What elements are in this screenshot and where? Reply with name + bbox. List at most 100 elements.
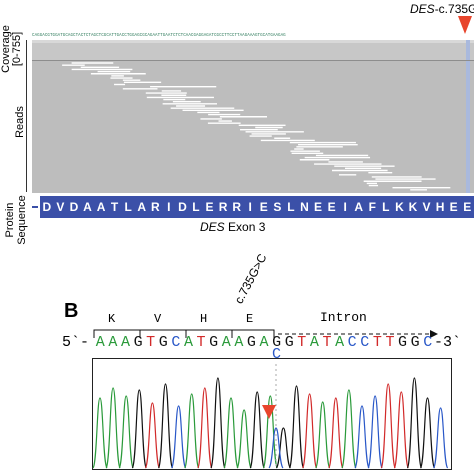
- amino-acid: D: [42, 200, 52, 214]
- amino-acid: T: [110, 200, 119, 214]
- dna-base: A: [259, 334, 269, 351]
- intron-label: Intron: [320, 310, 367, 325]
- exon-gene: DES: [200, 220, 225, 234]
- dna-base: G: [133, 334, 143, 351]
- amino-acid: A: [83, 200, 92, 214]
- dna-base: C: [347, 334, 357, 351]
- exon-label: DES Exon 3: [200, 220, 265, 234]
- protein-label: Protein: [4, 202, 16, 238]
- amino-acid: R: [150, 200, 160, 214]
- amino-acid: E: [449, 200, 458, 214]
- dna-base: G: [209, 334, 219, 351]
- trace-peak: [131, 389, 147, 469]
- dna-base: A: [221, 334, 231, 351]
- chromatogram: [92, 358, 452, 470]
- amino-acid: R: [232, 200, 241, 214]
- mutation-suffix: -c.735G: [434, 2, 474, 16]
- amino-acid: R: [218, 200, 228, 214]
- dna-base: T: [322, 334, 332, 351]
- trace-peak: [328, 397, 344, 469]
- trace-peak: [184, 393, 200, 469]
- amino-acid: A: [354, 200, 364, 214]
- trace-peak: [302, 393, 318, 469]
- amino-acid: D: [69, 200, 79, 214]
- variant-column: [466, 40, 470, 193]
- dna-base: A: [120, 334, 130, 351]
- coverage-track: [32, 40, 474, 60]
- amino-acid: D: [178, 200, 187, 214]
- amino-acid: F: [368, 200, 376, 214]
- dna-base: G: [158, 334, 168, 351]
- codon-e: E: [246, 312, 254, 326]
- dna-base: A: [183, 334, 193, 351]
- exon-text: Exon 3: [224, 220, 266, 234]
- codon-h: H: [200, 312, 208, 326]
- amino-acid: K: [395, 200, 404, 214]
- mutation-peak-arrow-icon: [262, 405, 276, 419]
- coverage-range: [0-755]: [11, 31, 23, 67]
- amino-acid: V: [422, 200, 431, 214]
- mutation-gene: DES: [410, 2, 435, 16]
- dna-base: A: [309, 334, 319, 351]
- sequence-label: Sequence: [16, 195, 28, 245]
- amino-acid: A: [137, 200, 147, 214]
- panel-b-label: B: [64, 300, 79, 322]
- dna-base: A: [95, 334, 105, 351]
- amino-acid: L: [124, 200, 132, 214]
- trace-peak: [275, 427, 291, 469]
- amino-acid: L: [287, 200, 295, 214]
- trace-peak: [341, 389, 357, 469]
- amino-acid: H: [435, 200, 445, 214]
- reads-axis-label: Reads: [14, 106, 26, 138]
- dna-base: G: [410, 334, 420, 351]
- trace-peak: [393, 391, 409, 469]
- codon-v: V: [154, 312, 162, 326]
- trace-peak: [262, 395, 278, 469]
- trace-peak: [288, 385, 305, 469]
- trace-peak: [92, 397, 108, 469]
- trace-peak: [223, 397, 239, 469]
- dna-base: A: [108, 334, 118, 351]
- codon-brackets: [93, 329, 438, 338]
- dna-base: G: [284, 334, 294, 351]
- trace-peak: [118, 395, 134, 469]
- amino-acid: I: [248, 200, 252, 214]
- amino-acid: L: [192, 200, 200, 214]
- trace-peak: [236, 409, 252, 469]
- dna-base: C: [423, 334, 433, 351]
- three-prime-label: -3`: [434, 334, 462, 351]
- dna-base: G: [398, 334, 408, 351]
- trace-peak: [144, 402, 160, 469]
- amino-acid: E: [259, 200, 268, 214]
- amino-acid: E: [205, 200, 214, 214]
- mutation-arrow-icon: [458, 16, 472, 34]
- dna-base: T: [297, 334, 307, 351]
- dna-base: T: [146, 334, 156, 351]
- trace-peak: [354, 405, 370, 469]
- trace-peak: [157, 383, 174, 469]
- amino-acid: E: [463, 200, 472, 214]
- trace-peak: [433, 407, 449, 469]
- trace-peak: [197, 387, 213, 469]
- amino-acid: V: [56, 200, 65, 214]
- dna-base: C: [171, 334, 181, 351]
- het-trace-peak: [268, 427, 284, 469]
- dna-base: G: [246, 334, 256, 351]
- mutation-label: DES-c.735G: [410, 2, 474, 16]
- amino-acid: N: [300, 200, 309, 214]
- trace-peak: [249, 391, 265, 469]
- dna-base: T: [385, 334, 395, 351]
- amino-acid: L: [382, 200, 390, 214]
- reads-area: [32, 61, 474, 193]
- five-prime-label: 5`-: [62, 334, 90, 351]
- trace-peak: [210, 377, 226, 469]
- reference-sequence: CAGGACGTGGATGCAGCTACTCTAGCTCGCATTGACCTGG…: [32, 34, 286, 38]
- trace-peak: [406, 377, 422, 469]
- amino-acid: I: [167, 200, 171, 214]
- intron-arrow-icon: [430, 330, 438, 338]
- amino-acid: A: [96, 200, 106, 214]
- het-base: C: [272, 346, 282, 363]
- trace-peak: [315, 401, 331, 469]
